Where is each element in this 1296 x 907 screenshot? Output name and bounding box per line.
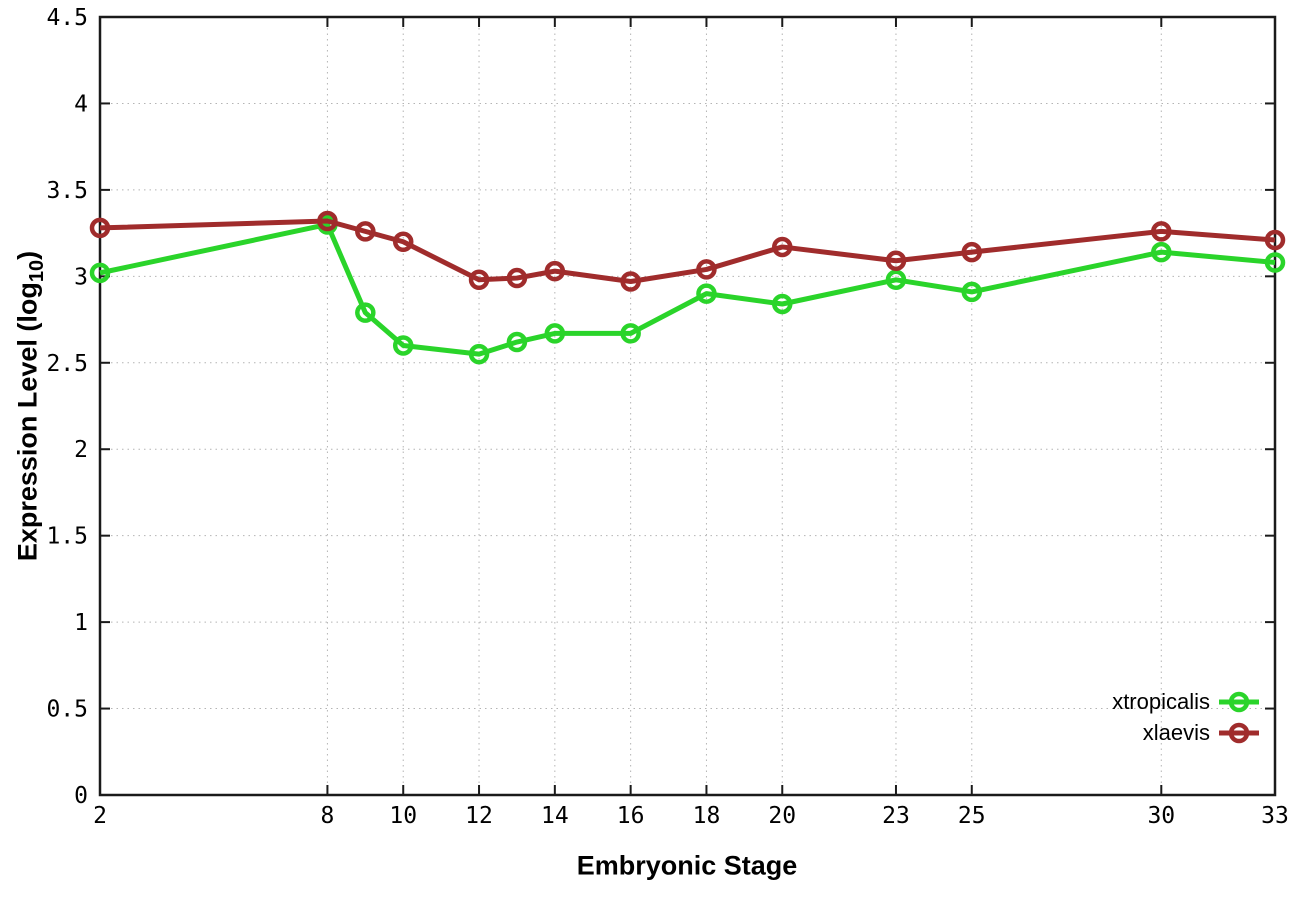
data-point-xlaevis-stage-2: [89, 217, 111, 239]
legend-label-xtropicalis: xtropicalis: [1112, 688, 1210, 714]
data-point-xtropicalis-stage-25: [961, 281, 983, 303]
x-tick-label: 12: [465, 803, 493, 829]
data-point-xtropicalis-stage-30: [1151, 241, 1172, 263]
data-point-xlaevis-stage-10: [392, 231, 414, 253]
legend-item-xlaevis: xlaevis: [1112, 717, 1259, 748]
data-point-xtropicalis-stage-23: [885, 269, 907, 291]
series-line-xlaevis: [99, 218, 1276, 285]
data-point-xtropicalis-stage-18: [696, 283, 717, 304]
x-tick-label: 33: [1261, 803, 1289, 829]
y-tick-label: 0.5: [46, 697, 88, 723]
data-point-xtropicalis-stage-10: [392, 335, 414, 356]
data-point-xlaevis-stage-33: [1264, 229, 1286, 251]
y-tick-label: 1.5: [46, 524, 88, 550]
data-point-xlaevis-stage-9: [355, 221, 376, 242]
y-tick-label: 2: [74, 437, 88, 463]
y-tick-label: 4: [74, 91, 88, 117]
y-tick-label: 2.5: [46, 351, 88, 377]
y-axis-title-close: ): [12, 250, 43, 260]
data-point-xtropicalis-stage-20: [772, 293, 793, 315]
legend-marker-xlaevis: [1219, 722, 1259, 743]
data-point-xlaevis-stage-14: [544, 260, 566, 282]
x-tick-label: 23: [882, 803, 910, 829]
x-tick-label: 14: [541, 803, 569, 829]
series-line-xtropicalis: [99, 221, 1276, 357]
x-tick-label: 25: [958, 803, 986, 829]
legend: xtropicalis xlaevis: [1112, 686, 1259, 748]
data-point-xtropicalis-stage-13: [506, 331, 528, 353]
y-axis-title: Expression Level (log10): [12, 250, 48, 562]
y-tick-label: 3.5: [46, 178, 88, 204]
x-tick-label: 2: [93, 803, 107, 829]
legend-marker-xtropicalis: [1219, 691, 1259, 712]
data-point-xlaevis-stage-23: [885, 250, 907, 272]
data-point-xlaevis-stage-25: [961, 241, 983, 263]
y-tick-label: 0: [74, 783, 88, 809]
y-axis-title-text: Expression Level (log: [12, 282, 43, 562]
x-tick-label: 8: [320, 803, 334, 829]
x-tick-label: 10: [389, 803, 417, 829]
data-point-xlaevis-stage-13: [506, 267, 528, 289]
legend-item-xtropicalis: xtropicalis: [1112, 686, 1259, 717]
legend-label-xlaevis: xlaevis: [1142, 719, 1210, 745]
data-point-xlaevis-stage-18: [696, 259, 717, 280]
y-tick-label: 4.5: [46, 5, 88, 31]
data-point-xtropicalis-stage-2: [89, 262, 111, 284]
legend-circle-marker: [1228, 691, 1250, 712]
data-point-xtropicalis-stage-33: [1264, 252, 1286, 273]
data-point-xlaevis-stage-16: [620, 271, 641, 292]
x-tick-label: 30: [1147, 803, 1175, 829]
x-axis-title: Embryonic Stage: [576, 850, 798, 881]
data-point-xlaevis-stage-20: [772, 236, 793, 258]
data-point-xlaevis-stage-8: [317, 210, 338, 232]
data-point-xtropicalis-stage-14: [544, 323, 566, 344]
y-axis-title-subscript: 10: [25, 259, 48, 283]
x-tick-label: 20: [768, 803, 796, 829]
plot-border: [98, 15, 1277, 797]
data-point-xtropicalis-stage-9: [355, 302, 376, 323]
x-tick-label: 16: [617, 803, 645, 829]
x-tick-label: 18: [693, 803, 721, 829]
data-point-xtropicalis-stage-16: [620, 323, 641, 344]
data-point-xlaevis-stage-30: [1151, 221, 1172, 242]
y-tick-label: 1: [74, 610, 88, 636]
legend-circle-marker: [1228, 722, 1250, 743]
y-tick-label: 3: [74, 264, 88, 290]
data-point-xtropicalis-stage-12: [468, 343, 490, 365]
data-point-xlaevis-stage-12: [468, 269, 490, 291]
